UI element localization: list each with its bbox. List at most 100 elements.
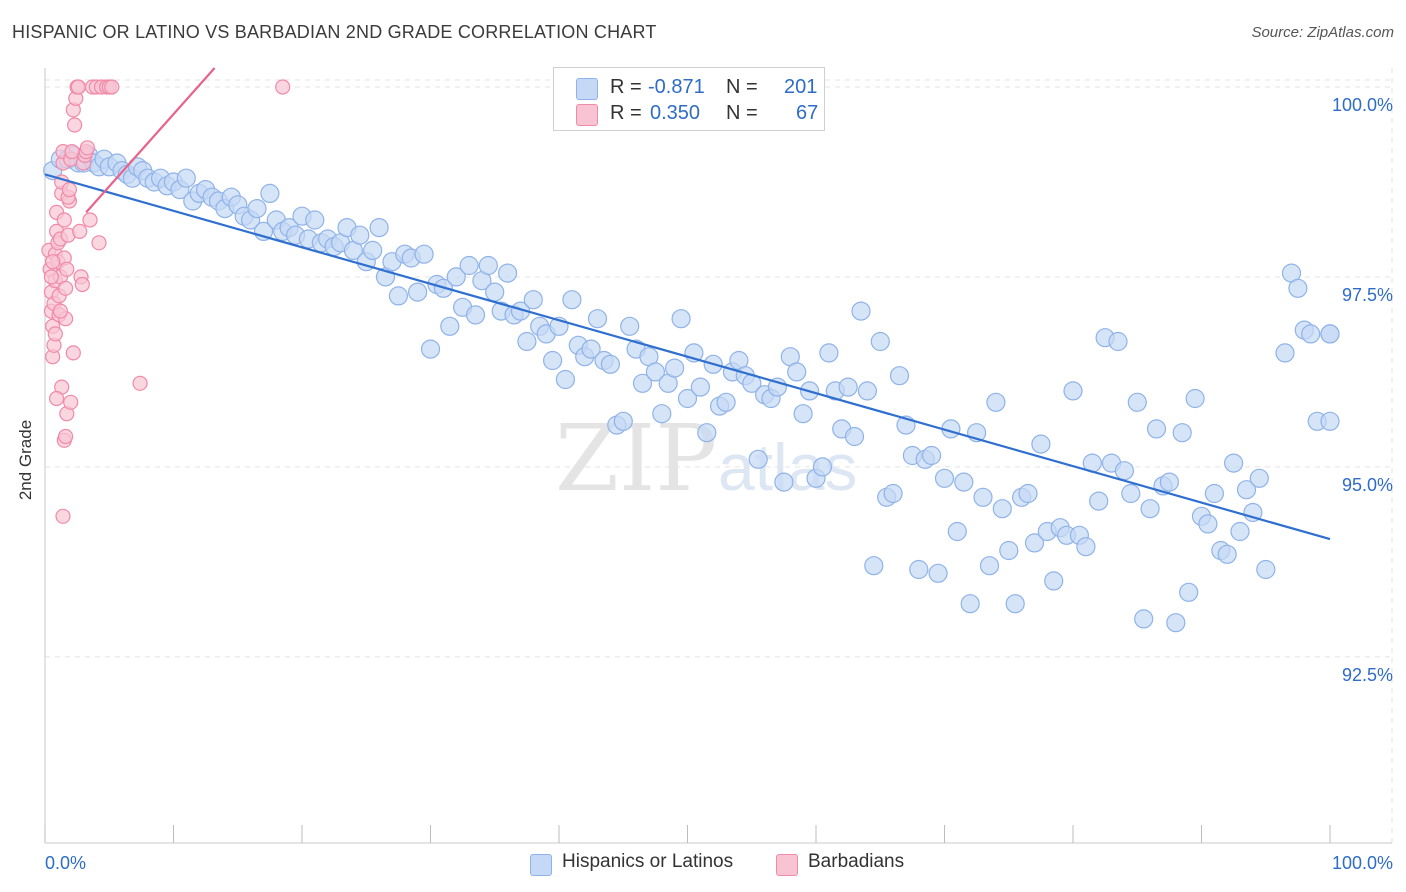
legend-r-label: R = [610, 102, 642, 124]
hispanic-point [1166, 613, 1186, 633]
bottom-legend-label: Hispanics or Latinos [562, 851, 734, 872]
hispanic-point [1044, 571, 1064, 591]
hispanic-point [1063, 381, 1083, 401]
barbadian-point [64, 144, 80, 160]
legend-n-value: 201 [784, 76, 818, 98]
hispanic-point [498, 263, 518, 283]
hispanic-point [793, 404, 813, 424]
hispanic-point [864, 556, 884, 576]
hispanic-point [459, 255, 479, 276]
barbadian-point [47, 326, 63, 342]
watermark-zip: ZIP [555, 405, 717, 512]
barbadian-point [56, 212, 72, 228]
hispanic-point [697, 423, 717, 443]
legend-swatch-hispanic [576, 78, 598, 100]
hispanic-point [1076, 537, 1096, 557]
hispanic-point [838, 377, 858, 397]
bottom-legend-swatch-barbadian [776, 854, 798, 876]
hispanic-point [600, 354, 621, 374]
source-label: Source: ZipAtlas.com [1251, 24, 1394, 41]
y-tick-label: 92.5% [1342, 665, 1393, 685]
bottom-legend-swatch-hispanic [530, 854, 552, 876]
barbadian-point [57, 428, 74, 445]
hispanic-point [440, 316, 460, 336]
hispanic-point [1301, 324, 1321, 344]
hispanic-point [408, 282, 428, 302]
tick-labels: 100.0% 97.5% 95.0% 92.5% 0.0% 100.0% [45, 95, 1393, 873]
hispanic-point [954, 472, 974, 492]
hispanic-point [851, 301, 871, 321]
hispanic-point [844, 426, 865, 447]
hispanic-point [1108, 331, 1128, 352]
hispanic-point [909, 559, 929, 580]
hispanic-point [1018, 483, 1038, 504]
hispanic-point [587, 309, 608, 329]
hispanic-point [671, 309, 691, 329]
x-tick-label-min: 0.0% [45, 853, 86, 873]
barbadian-point [43, 269, 60, 285]
barbadian-point [63, 394, 79, 410]
hispanic-point [1275, 343, 1295, 363]
hispanic-point [928, 563, 948, 583]
legend-n-label: N = [726, 76, 758, 98]
hispanic-point [979, 556, 1000, 576]
hispanic-point [613, 411, 633, 431]
hispanic-point [1204, 483, 1225, 504]
hispanic-point [645, 362, 666, 382]
barbadian-point [79, 140, 96, 156]
barbadian-point [59, 261, 75, 277]
hispanic-point [787, 362, 807, 382]
barbadian-point [132, 375, 148, 391]
barbadian-point [104, 79, 120, 95]
hispanic-point [1114, 461, 1135, 481]
hispanic-point [819, 343, 839, 363]
hispanic-point [889, 366, 910, 386]
hispanic-point [1024, 533, 1045, 553]
barbadian-point [275, 79, 291, 95]
hispanic-point [1217, 544, 1237, 564]
hispanic-point [420, 339, 441, 359]
hispanic-point [774, 472, 794, 492]
barbadian-point [61, 182, 78, 198]
chart-title: HISPANIC OR LATINO VS BARBADIAN 2ND GRAD… [12, 22, 657, 42]
barbadian-point [65, 345, 81, 361]
x-tick-label-max: 100.0% [1332, 853, 1393, 873]
hispanic-point [485, 282, 505, 302]
hispanic-point [992, 499, 1012, 519]
hispanic-point [176, 168, 196, 188]
y-tick-label: 100.0% [1332, 95, 1393, 115]
hispanic-point [934, 468, 955, 488]
hispanic-point [562, 290, 582, 310]
hispanic-point [1089, 491, 1109, 511]
hispanic-point [986, 392, 1006, 412]
barbadian-trend-line [85, 67, 216, 214]
hispanic-point [748, 449, 768, 469]
hispanic-point [350, 225, 370, 245]
stats-legend: R = -0.871 N = 201 R = 0.350 N = 67 [553, 67, 825, 131]
barbadian-point [48, 390, 65, 407]
barbadian-point [72, 223, 88, 239]
barbadian-point [52, 303, 69, 319]
hispanic-point [690, 377, 711, 397]
hispanic-point [1236, 480, 1257, 500]
hispanic-point [620, 316, 640, 336]
hispanic-point [446, 267, 466, 287]
hispanic-point [1005, 594, 1025, 614]
hispanic-point [1320, 411, 1340, 431]
hispanic-point [652, 404, 672, 424]
hispanic-point [369, 218, 389, 238]
hispanic-point [1031, 434, 1051, 454]
hispanic-point [1320, 324, 1340, 344]
hispanic-point [1172, 423, 1192, 443]
hispanic-point [1121, 483, 1141, 504]
barbadian-point [57, 280, 74, 296]
hispanic-point [581, 339, 601, 359]
hispanic-point [305, 210, 325, 230]
legend-swatch-barbadian [576, 104, 598, 126]
hispanic-point [632, 373, 653, 393]
hispanic-point [1288, 278, 1308, 298]
barbadian-point [74, 276, 90, 293]
legend-r-value: 0.350 [650, 102, 701, 124]
hispanic-point [1256, 559, 1276, 580]
